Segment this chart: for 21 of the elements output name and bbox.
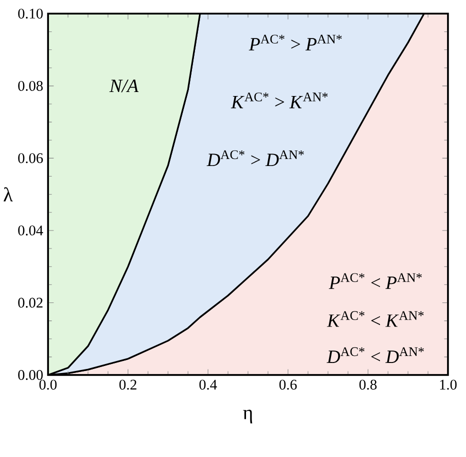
y-tick-label: 0.08 bbox=[18, 80, 43, 91]
x-tick-label: 0.4 bbox=[199, 380, 217, 390]
x-tick-label: 0.2 bbox=[119, 380, 136, 390]
y-tick-label: 0.04 bbox=[18, 225, 44, 236]
annotation: P$^{AC*}$ > P$^{AN*}$ bbox=[248, 34, 342, 50]
x-tick-label: 1.0 bbox=[440, 380, 457, 390]
x-tick-label: 0.0 bbox=[39, 380, 57, 390]
y-tick-label: 0.06 bbox=[18, 153, 43, 164]
y-tick-label: 0.02 bbox=[18, 298, 42, 308]
annotation: D$^{AC*}$ < D$^{AN*}$ bbox=[326, 347, 424, 363]
x-axis-title: η bbox=[243, 410, 252, 424]
y-tick-label: 0.10 bbox=[18, 8, 43, 19]
x-tick-label: 0.8 bbox=[359, 380, 377, 390]
annotation: N/A bbox=[109, 80, 139, 92]
annotation: K$^{AC*}$ > K$^{AN*}$ bbox=[230, 92, 328, 108]
annotation: P$^{AC*}$ < P$^{AN*}$ bbox=[328, 273, 422, 289]
y-tick-label: 0.00 bbox=[18, 370, 43, 380]
y-axis-title: λ bbox=[4, 187, 13, 202]
x-tick-label: 0.6 bbox=[279, 380, 297, 390]
annotation: D$^{AC*}$ > D$^{AN*}$ bbox=[206, 150, 304, 166]
annotation: K$^{AC*}$ < K$^{AN*}$ bbox=[326, 311, 424, 327]
